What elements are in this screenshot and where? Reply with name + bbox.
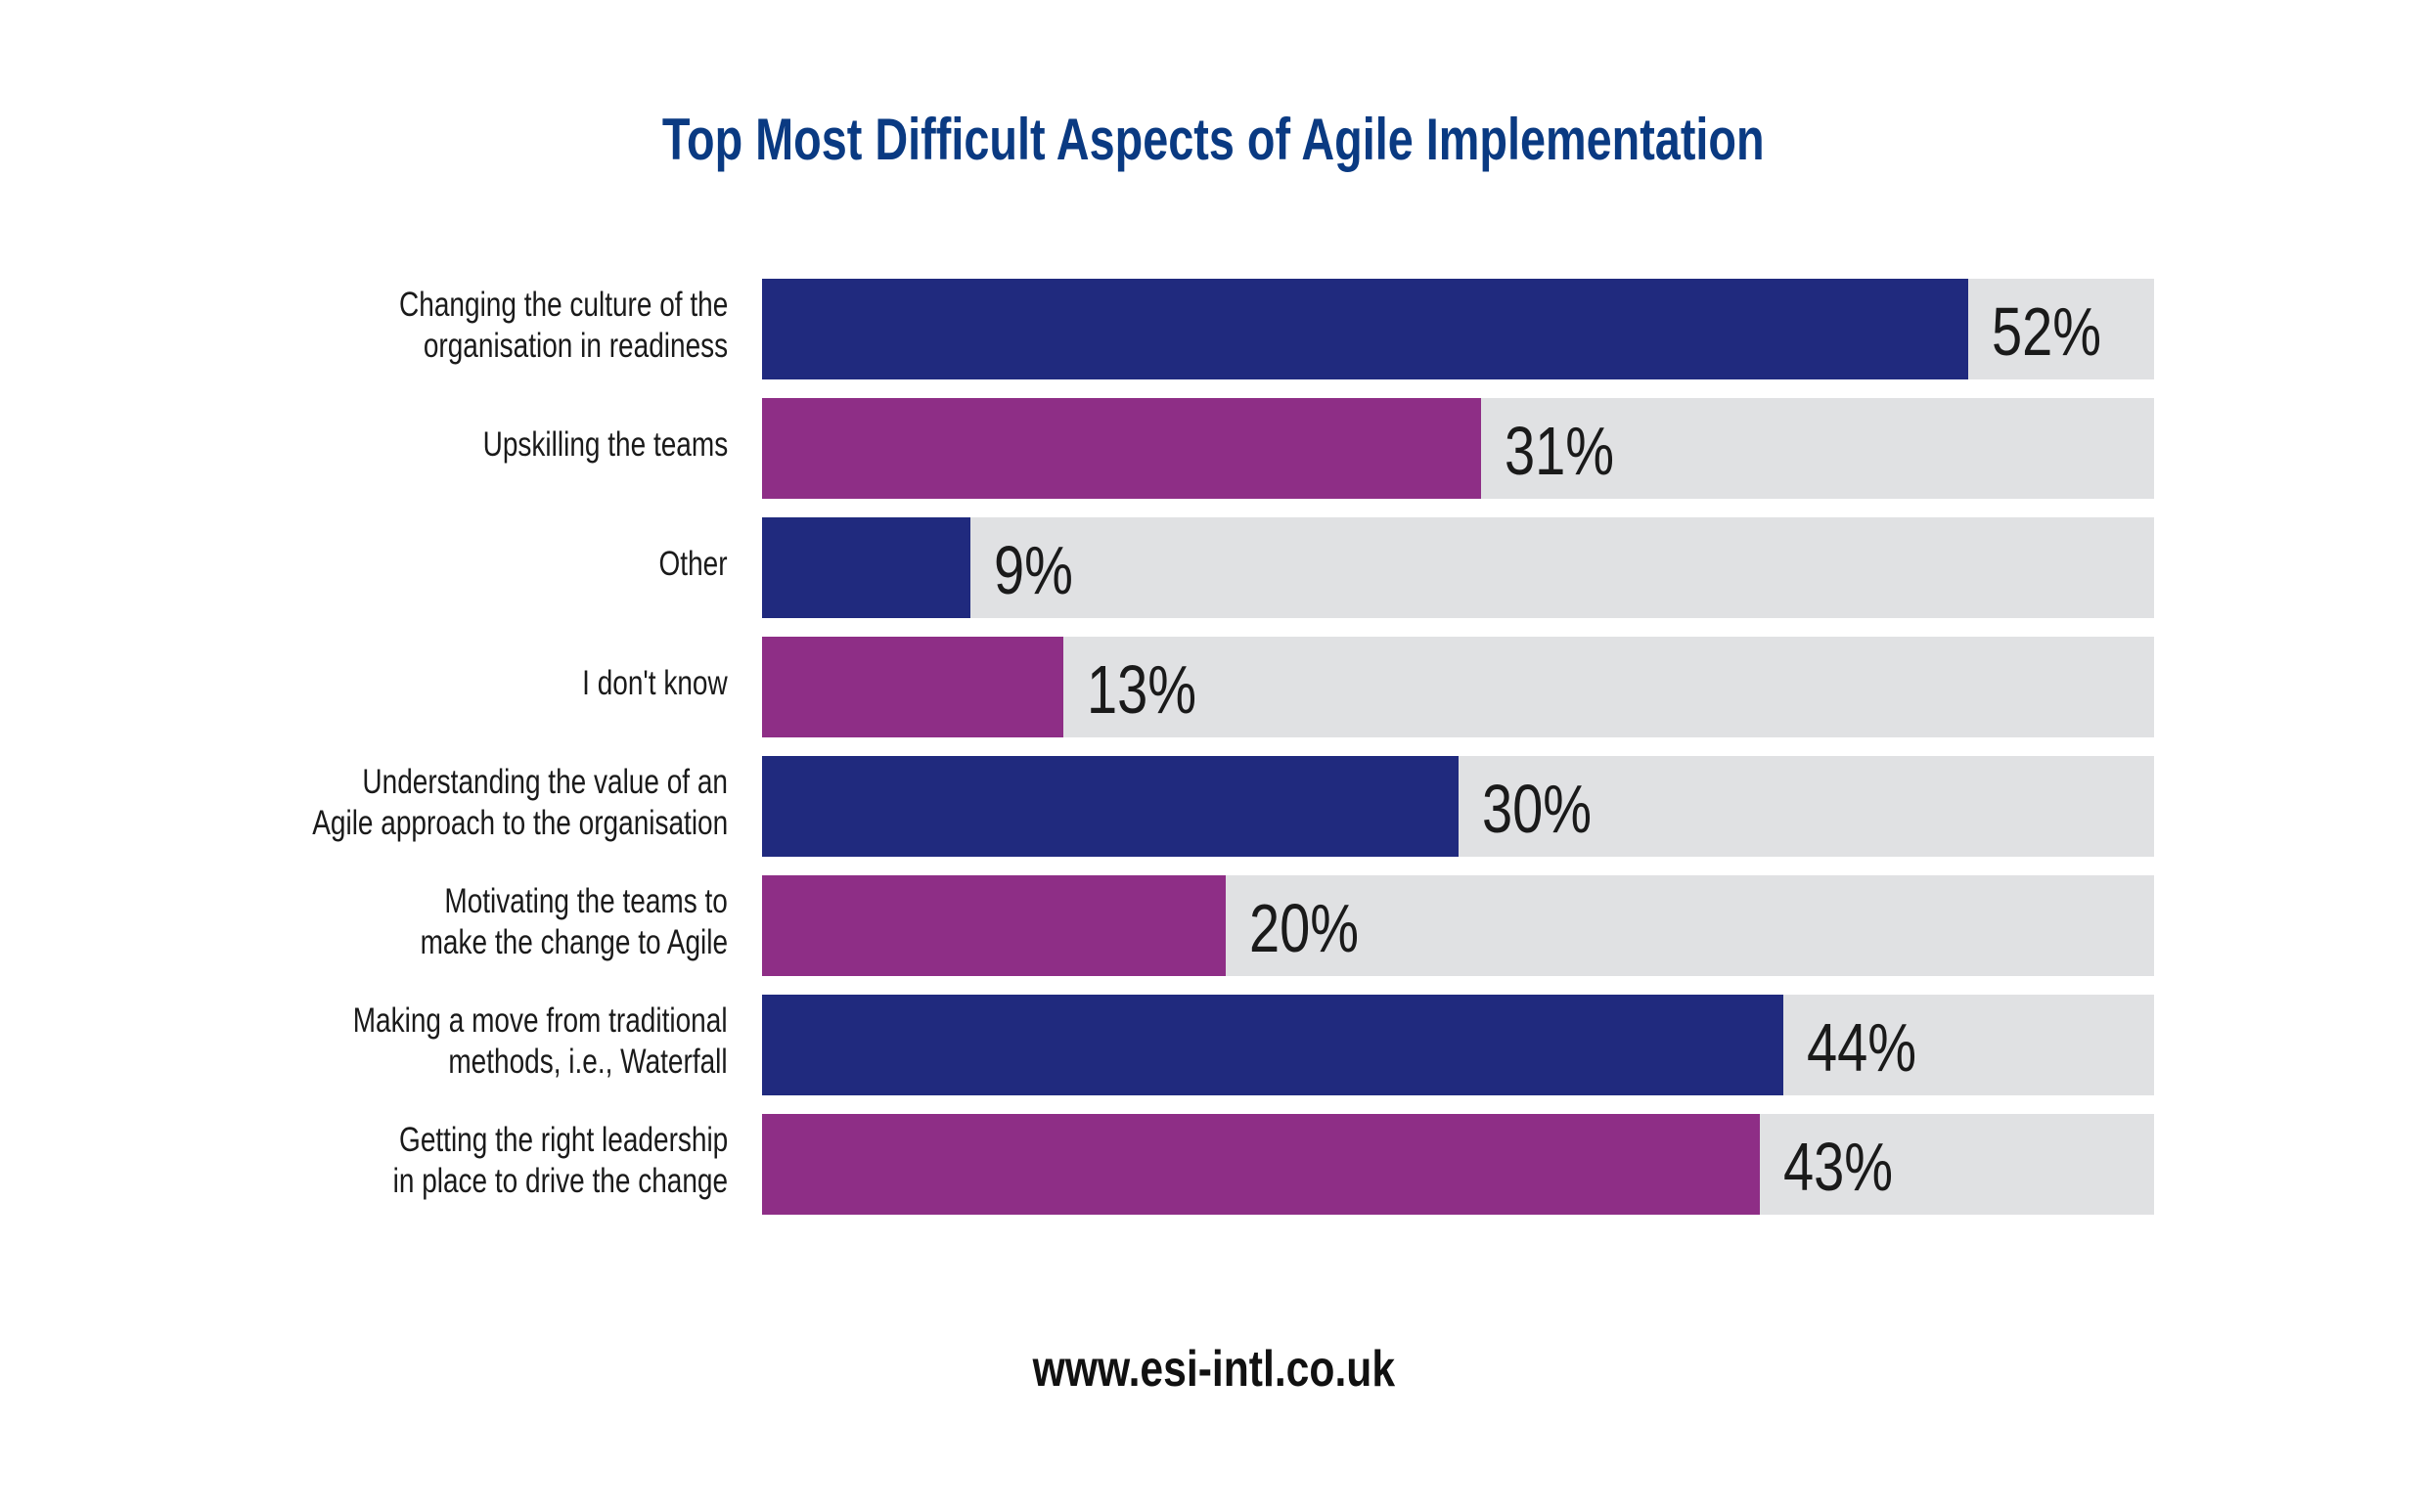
data-label: 20% [1249, 890, 1360, 966]
category-label-line: I don't know [582, 663, 728, 702]
category-label-line: Getting the right leadership [398, 1120, 728, 1159]
bar-track: 13% [762, 637, 2154, 737]
data-label: 30% [1481, 771, 1592, 847]
category-label: Making a move from traditional methods, i… [43, 1001, 728, 1083]
chart-title: Top Most Difficult Aspects of Agile Impl… [0, 106, 2427, 173]
category-label: Changing the culture of the organisation … [43, 285, 728, 367]
category-label: Upskilling the teams [43, 424, 728, 466]
bar-track: 31% [762, 398, 2154, 499]
bar-track: 44% [762, 995, 2154, 1095]
footer-url-text[interactable]: www.esi-intl.co.uk [1032, 1341, 1395, 1398]
bar [762, 279, 1969, 379]
bar [762, 1114, 1760, 1215]
bar [762, 637, 1064, 737]
category-label-line: Upskilling the teams [482, 424, 728, 464]
bar-track: 30% [762, 756, 2154, 857]
bar [762, 398, 1482, 499]
bar [762, 517, 971, 618]
category-label-line: methods, i.e., Waterfall [448, 1042, 728, 1081]
category-label: Other [43, 544, 728, 585]
bar-track: 43% [762, 1114, 2154, 1215]
category-label-line: organisation in readiness [423, 326, 728, 365]
data-label: 52% [1992, 293, 2102, 370]
bar [762, 756, 1459, 857]
category-label: Understanding the value of an Agile appro… [43, 762, 728, 844]
bar-track: 20% [762, 875, 2154, 976]
category-label-line: Changing the culture of the [398, 285, 728, 324]
category-label-line: Motivating the teams to [444, 881, 728, 920]
category-label: Motivating the teams to make the change t… [43, 881, 728, 963]
bar-track: 52% [762, 279, 2154, 379]
footer-url[interactable]: www.esi-intl.co.uk [0, 1340, 2427, 1399]
bar [762, 875, 1227, 976]
data-label: 9% [994, 532, 1074, 608]
bar [762, 995, 1783, 1095]
category-label-line: Making a move from traditional [353, 1001, 728, 1040]
category-label: Getting the right leadership in place to … [43, 1120, 728, 1202]
data-label: 31% [1505, 413, 1615, 489]
category-label-line: Understanding the value of an [362, 762, 728, 801]
category-label: I don't know [43, 663, 728, 704]
category-label-line: Agile approach to the organisation [312, 803, 728, 842]
category-label-line: make the change to Agile [420, 922, 728, 961]
bar-track: 9% [762, 517, 2154, 618]
data-label: 44% [1806, 1009, 1916, 1086]
category-label-line: Other [658, 544, 728, 583]
data-label: 13% [1087, 651, 1197, 728]
category-label-line: in place to drive the change [392, 1161, 728, 1200]
chart-title-text: Top Most Difficult Aspects of Agile Impl… [662, 107, 1765, 172]
data-label: 43% [1782, 1129, 1893, 1205]
